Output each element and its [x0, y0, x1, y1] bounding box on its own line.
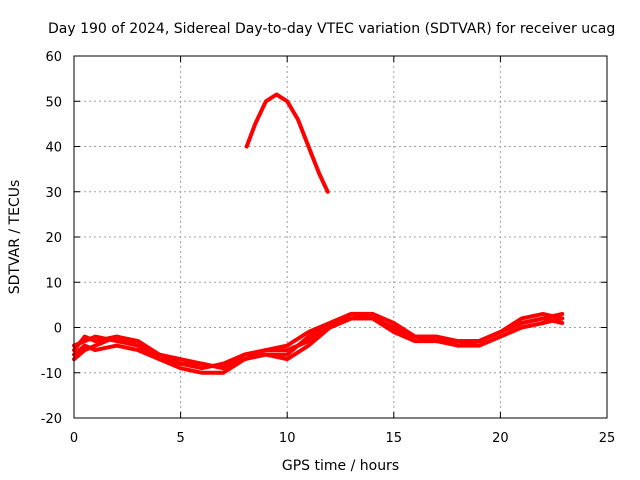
x-tick-label: 25 [599, 431, 616, 446]
y-axis-label: SDTVAR / TECUs [7, 180, 23, 295]
series-line-track-d [72, 311, 565, 371]
series-group [72, 92, 565, 375]
y-tick-label: -10 [41, 367, 62, 382]
series-line-track-b [72, 311, 565, 375]
y-tick-label: 30 [45, 186, 62, 201]
y-tick-label: 0 [54, 322, 62, 337]
x-tick-label: 0 [70, 431, 78, 446]
x-axis-label: GPS time / hours [282, 458, 399, 474]
y-tick-label: 10 [45, 276, 62, 291]
x-tick-label: 20 [492, 431, 509, 446]
x-tick-label: 5 [176, 431, 184, 446]
y-tick-label: 50 [45, 95, 62, 110]
y-tick-label: -20 [41, 412, 62, 427]
chart-title: Day 190 of 2024, Sidereal Day-to-day VTE… [48, 21, 615, 37]
gridlines [74, 56, 607, 418]
y-tick-label: 20 [45, 231, 62, 246]
axis-ticks: 0 5 10 15 20 25 -20 -10 0 10 20 30 40 50 60 [41, 50, 616, 446]
y-tick-label: 60 [45, 50, 62, 65]
series-line-arc [244, 92, 330, 194]
x-tick-label: 10 [279, 431, 296, 446]
y-tick-label: 40 [45, 141, 62, 156]
x-tick-label: 15 [386, 431, 403, 446]
